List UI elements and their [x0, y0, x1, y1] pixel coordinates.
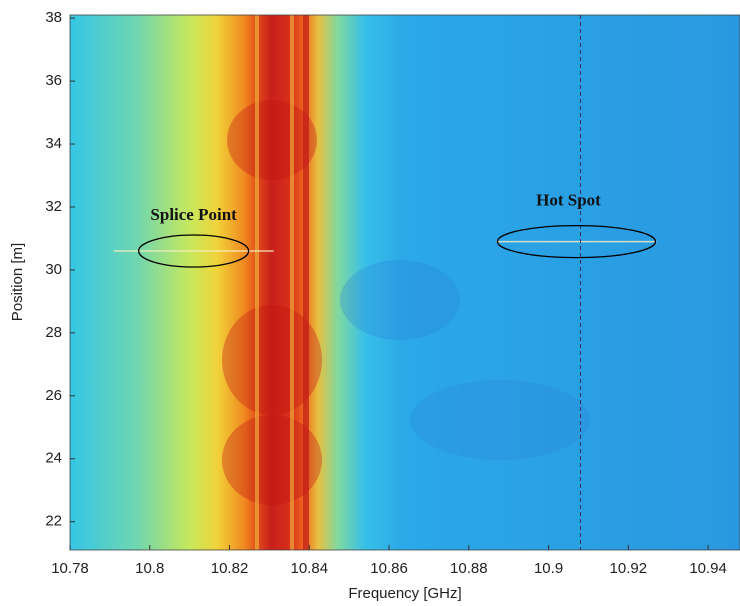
y-tick-label: 32: [45, 198, 62, 215]
y-tick-label: 36: [45, 72, 62, 89]
x-tick-label: 10.82: [211, 560, 249, 577]
x-axis-label: Frequency [GHz]: [348, 585, 461, 602]
stripe: [303, 15, 309, 550]
y-tick-label: 22: [45, 513, 62, 530]
heatmap-field: [70, 15, 740, 550]
y-tick-label: 26: [45, 387, 62, 404]
x-tick-label: 10.92: [610, 560, 648, 577]
y-tick-label: 38: [45, 9, 62, 26]
plot-frame: [69, 14, 740, 551]
x-tick-label: 10.78: [51, 560, 89, 577]
heatmap-background: [70, 15, 740, 550]
annotation-label: Hot Spot: [536, 190, 601, 209]
cool-zone: [340, 260, 460, 340]
x-tick-label: 10.88: [450, 560, 488, 577]
x-tick-label: 10.86: [370, 560, 408, 577]
axes: [69, 14, 740, 551]
y-tick-label: 30: [45, 261, 62, 278]
stripe: [290, 15, 294, 550]
y-axis-label: Position [m]: [9, 243, 26, 321]
annotation-ellipse: [137, 234, 250, 268]
x-tick-label: 10.84: [291, 560, 329, 577]
hot-zone: [227, 100, 317, 180]
annotation-ellipse: [496, 224, 657, 259]
x-tick-label: 10.9: [534, 560, 563, 577]
hot-zone: [222, 415, 322, 505]
y-tick-label: 28: [45, 324, 62, 341]
stripe: [255, 15, 259, 550]
x-tick-label: 10.94: [689, 560, 727, 577]
y-tick-label: 34: [45, 135, 62, 152]
y-tick-label: 24: [45, 450, 62, 467]
x-tick-label: 10.8: [135, 560, 164, 577]
cool-zone: [410, 380, 590, 460]
hot-zone: [222, 305, 322, 415]
annotation-label: Splice Point: [150, 205, 237, 224]
